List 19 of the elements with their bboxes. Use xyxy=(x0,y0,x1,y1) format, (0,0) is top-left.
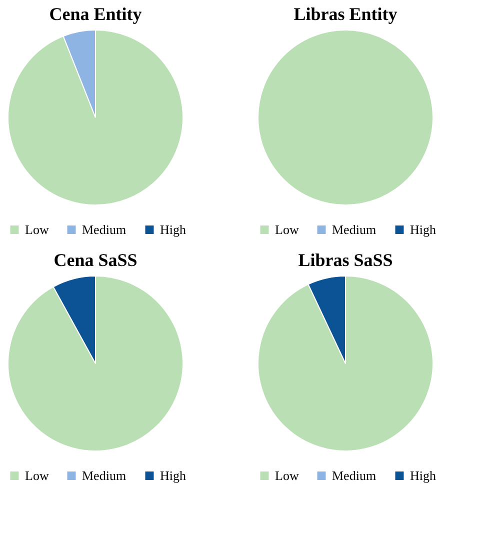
chart-title: Cena SaSS xyxy=(54,250,138,270)
legend-label: Low xyxy=(25,222,50,237)
slice-label: Low xyxy=(275,468,300,483)
legend-label: Low xyxy=(25,468,50,483)
legend-label: Medium xyxy=(332,468,376,483)
pie-slice xyxy=(258,276,434,452)
chart-title: Libras SaSS xyxy=(298,250,393,270)
legend-label: High xyxy=(410,468,436,483)
legend-label: Low xyxy=(275,222,300,237)
legend-label: Medium xyxy=(82,222,126,237)
legend-label: High xyxy=(160,222,186,237)
chart-title: Cena Entity xyxy=(49,4,142,24)
legend-label: Medium xyxy=(332,222,376,237)
legend-label: Medium xyxy=(82,468,126,483)
chart-title: Libras Entity xyxy=(294,4,398,24)
legend-label: High xyxy=(160,468,186,483)
legend-label: High xyxy=(410,222,436,237)
pie-slice xyxy=(8,276,184,452)
pie-slice xyxy=(8,30,184,206)
